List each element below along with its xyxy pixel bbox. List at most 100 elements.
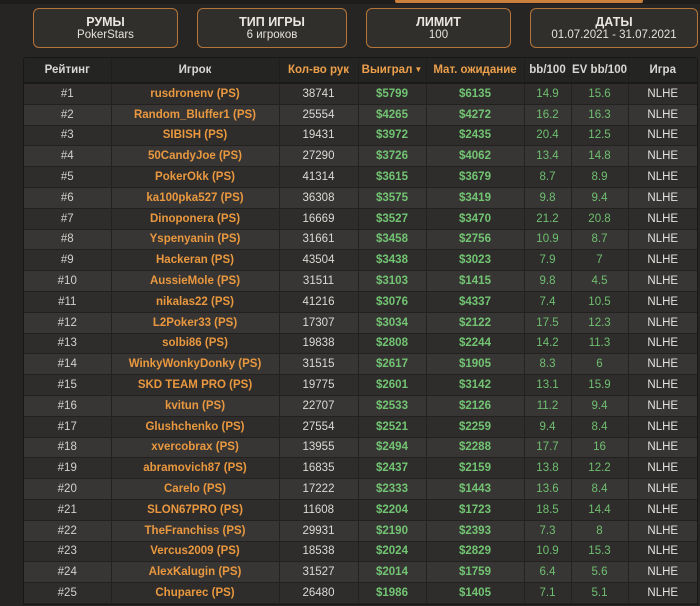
cell-hands: 17222: [279, 478, 359, 500]
cell-expectation: $2393: [426, 520, 525, 542]
table-row: #10 AussieMole (PS) 31511 $3103 $1415 9.8 4.5 N…: [24, 270, 697, 292]
cell-won: $3458: [358, 229, 427, 251]
cell-ev_bb100: 16.3: [571, 104, 629, 126]
cell-ev_bb100: 9.4: [571, 395, 629, 417]
cell-game: NLHE: [628, 499, 697, 521]
cell-bb100: 11.2: [524, 395, 572, 417]
filter-dates[interactable]: ДАТЫ 01.07.2021 - 31.07.2021: [530, 8, 698, 48]
cell-bb100: 10.9: [524, 541, 572, 563]
cell-player[interactable]: Vercus2009 (PS): [111, 541, 280, 563]
column-header-ev-bb100[interactable]: EV bb/100: [571, 58, 629, 84]
cell-expectation: $1723: [426, 499, 525, 521]
cell-hands: 31527: [279, 561, 359, 584]
cell-player[interactable]: SIBISH (PS): [111, 125, 280, 147]
cell-bb100: 7.9: [524, 249, 572, 272]
cell-rank: #2: [24, 104, 112, 126]
cell-player[interactable]: AlexKalugin (PS): [111, 561, 280, 584]
cell-ev_bb100: 5.6: [571, 561, 629, 584]
cell-ev_bb100: 20.8: [571, 208, 629, 230]
cell-game: NLHE: [628, 145, 697, 168]
cell-hands: 31515: [279, 353, 359, 376]
cell-rank: #12: [24, 312, 112, 334]
cell-expectation: $2756: [426, 229, 525, 251]
column-header-player[interactable]: Игрок: [111, 58, 280, 84]
cell-player[interactable]: kvitun (PS): [111, 395, 280, 417]
cell-expectation: $4272: [426, 104, 525, 126]
active-tab-indicator: [395, 0, 643, 3]
cell-player[interactable]: SKD TEAM PRO (PS): [111, 374, 280, 396]
cell-ev_bb100: 12.2: [571, 457, 629, 480]
cell-rank: #15: [24, 374, 112, 396]
cell-player[interactable]: 50CandyJoe (PS): [111, 145, 280, 168]
cell-player[interactable]: ka100pka527 (PS): [111, 187, 280, 209]
cell-ev_bb100: 15.6: [571, 83, 629, 105]
cell-rank: #20: [24, 478, 112, 500]
cell-bb100: 14.9: [524, 83, 572, 105]
cell-bb100: 8.3: [524, 353, 572, 376]
column-header-game[interactable]: Игра: [628, 58, 697, 84]
filter-game-type-label: ТИП ИГРЫ: [239, 14, 305, 29]
cell-player[interactable]: Dinoponera (PS): [111, 208, 280, 230]
cell-player[interactable]: abramovich87 (PS): [111, 457, 280, 480]
cell-bb100: 13.6: [524, 478, 572, 500]
cell-ev_bb100: 14.8: [571, 145, 629, 168]
cell-game: NLHE: [628, 416, 697, 438]
cell-rank: #18: [24, 437, 112, 459]
cell-hands: 19838: [279, 333, 359, 355]
cell-player[interactable]: AussieMole (PS): [111, 270, 280, 292]
cell-ev_bb100: 10.5: [571, 291, 629, 313]
cell-hands: 41314: [279, 166, 359, 188]
table-row: #12 L2Poker33 (PS) 17307 $3034 $2122 17.5 12.3…: [24, 312, 697, 334]
table-row: #4 50CandyJoe (PS) 27290 $3726 $4062 13.4 14.8…: [24, 145, 697, 168]
column-header-won[interactable]: Выиграл ▼: [358, 58, 427, 84]
table-row: #19 abramovich87 (PS) 16835 $2437 $2159 13.8 1…: [24, 457, 697, 480]
cell-won: $3438: [358, 249, 427, 272]
cell-game: NLHE: [628, 541, 697, 563]
cell-player[interactable]: Hackeran (PS): [111, 249, 280, 272]
cell-bb100: 21.2: [524, 208, 572, 230]
cell-player[interactable]: SLON67PRO (PS): [111, 499, 280, 521]
cell-player[interactable]: solbi86 (PS): [111, 333, 280, 355]
cell-won: $4265: [358, 104, 427, 126]
cell-player[interactable]: PokerOkk (PS): [111, 166, 280, 188]
filter-limit[interactable]: ЛИМИТ 100: [366, 8, 511, 48]
cell-rank: #13: [24, 333, 112, 355]
cell-player[interactable]: L2Poker33 (PS): [111, 312, 280, 334]
cell-rank: #24: [24, 561, 112, 584]
cell-game: NLHE: [628, 229, 697, 251]
cell-hands: 31511: [279, 270, 359, 292]
cell-player[interactable]: Carelo (PS): [111, 478, 280, 500]
cell-player[interactable]: nikalas22 (PS): [111, 291, 280, 313]
cell-player[interactable]: xvercobrax (PS): [111, 437, 280, 459]
cell-game: NLHE: [628, 291, 697, 313]
cell-bb100: 18.5: [524, 499, 572, 521]
column-header-expectation[interactable]: Мат. ожидание: [426, 58, 525, 84]
cell-game: NLHE: [628, 353, 697, 376]
column-header-hands[interactable]: Кол-во рук: [279, 58, 359, 84]
column-header-bb100[interactable]: bb/100: [524, 58, 572, 84]
cell-expectation: $2244: [426, 333, 525, 355]
cell-player[interactable]: WinkyWonkyDonky (PS): [111, 353, 280, 376]
cell-expectation: $2159: [426, 457, 525, 480]
cell-expectation: $3470: [426, 208, 525, 230]
cell-player[interactable]: Random_Bluffer1 (PS): [111, 104, 280, 126]
cell-player[interactable]: rusdronenv (PS): [111, 83, 280, 105]
cell-game: NLHE: [628, 520, 697, 542]
cell-ev_bb100: 5.1: [571, 582, 629, 604]
cell-player[interactable]: TheFranchiss (PS): [111, 520, 280, 542]
filter-game-type[interactable]: ТИП ИГРЫ 6 игроков: [197, 8, 347, 48]
cell-hands: 27554: [279, 416, 359, 438]
cell-expectation: $1405: [426, 582, 525, 604]
cell-hands: 25554: [279, 104, 359, 126]
cell-player[interactable]: Glushchenko (PS): [111, 416, 280, 438]
cell-won: $2533: [358, 395, 427, 417]
cell-ev_bb100: 12.3: [571, 312, 629, 334]
filter-rooms[interactable]: РУМЫ PokerStars: [33, 8, 178, 48]
cell-bb100: 9.8: [524, 270, 572, 292]
cell-player[interactable]: Yspenyanin (PS): [111, 229, 280, 251]
cell-player[interactable]: Chuparec (PS): [111, 582, 280, 604]
table-row: #7 Dinoponera (PS) 16669 $3527 $3470 21.2 20.8…: [24, 208, 697, 230]
cell-game: NLHE: [628, 312, 697, 334]
column-header-rank[interactable]: Рейтинг: [24, 58, 112, 84]
cell-expectation: $2122: [426, 312, 525, 334]
